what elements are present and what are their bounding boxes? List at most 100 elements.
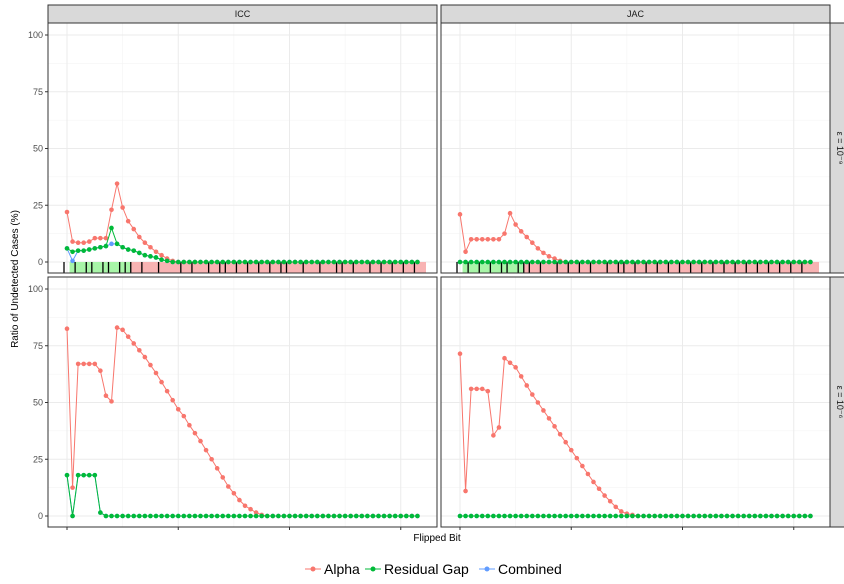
axes-layer: 0 25 50 75 100 0 25 50 75 100: [28, 30, 795, 530]
data-point: [719, 513, 724, 519]
data-point: [159, 513, 164, 519]
data-point: [376, 513, 381, 519]
panel-3: [440, 276, 831, 528]
data-point: [530, 240, 535, 246]
data-point: [474, 259, 479, 265]
data-point: [574, 455, 580, 461]
data-point: [530, 513, 535, 519]
data-point: [181, 513, 187, 519]
data-point: [541, 513, 546, 519]
data-point: [64, 246, 70, 251]
data-point: [326, 513, 331, 519]
data-point: [175, 407, 181, 412]
data-point: [214, 259, 220, 265]
data-point: [552, 424, 557, 429]
legend-label: Combined: [498, 561, 562, 577]
data-point: [120, 327, 125, 333]
data-point: [619, 509, 624, 514]
data-point: [563, 513, 568, 519]
data-point: [524, 383, 530, 388]
data-point: [131, 248, 137, 253]
data-point: [242, 259, 248, 265]
data-point: [797, 259, 802, 265]
data-point: [303, 259, 309, 265]
data-point: [103, 243, 109, 249]
data-point: [164, 388, 170, 394]
data-point: [159, 379, 164, 385]
data-point: [75, 361, 81, 367]
data-point: [652, 513, 657, 519]
data-point: [315, 513, 320, 519]
data-point: [468, 386, 474, 392]
data-point: [359, 513, 365, 519]
data-point: [468, 259, 474, 265]
data-point: [791, 259, 797, 265]
data-point: [70, 513, 75, 519]
data-point: [535, 246, 541, 251]
data-point: [209, 259, 214, 265]
data-point: [259, 513, 264, 519]
data-point: [86, 472, 92, 478]
data-point: [148, 244, 153, 250]
data-point: [64, 326, 70, 332]
data-point: [785, 259, 791, 265]
panel-2: [47, 276, 438, 528]
legend-label: Alpha: [324, 561, 360, 577]
data-point: [535, 400, 541, 405]
data-point: [763, 259, 769, 265]
data-point: [142, 354, 148, 360]
data-point: [292, 259, 298, 265]
panels-layer: [47, 22, 831, 528]
data-point: [746, 259, 752, 265]
data-point: [635, 259, 641, 265]
data-point: [780, 259, 785, 265]
data-point: [81, 240, 86, 246]
data-point: [109, 241, 114, 247]
y-tick-label: 75: [33, 341, 43, 351]
detected-band-green: [69, 262, 131, 273]
data-point: [602, 493, 607, 498]
data-point: [774, 259, 780, 265]
data-point: [752, 513, 758, 519]
data-point: [491, 513, 496, 519]
data-point: [114, 241, 120, 247]
data-point: [808, 259, 813, 265]
y-tick-label: 50: [33, 144, 43, 154]
data-point: [131, 513, 137, 519]
data-point: [159, 257, 164, 263]
data-point: [220, 475, 226, 480]
data-point: [109, 399, 114, 404]
data-point: [220, 259, 226, 265]
data-point: [752, 259, 758, 265]
data-point: [292, 513, 298, 519]
data-point: [287, 513, 292, 519]
data-point: [669, 513, 674, 519]
data-point: [502, 513, 507, 519]
data-point: [513, 259, 518, 265]
data-point: [137, 234, 142, 240]
data-point: [691, 513, 696, 519]
data-point: [120, 205, 125, 210]
data-point: [203, 259, 209, 265]
data-point: [86, 361, 92, 367]
data-point: [546, 254, 552, 259]
data-point: [92, 361, 98, 367]
legend: Alpha Residual Gap Combined: [305, 561, 562, 577]
data-point: [769, 513, 774, 519]
data-point: [259, 259, 264, 265]
data-point: [518, 229, 524, 234]
data-point: [663, 513, 669, 519]
data-point: [137, 250, 142, 256]
data-point: [485, 513, 491, 519]
data-point: [242, 513, 248, 519]
data-point: [474, 386, 479, 392]
data-point: [248, 259, 253, 265]
data-point: [646, 513, 652, 519]
data-point: [619, 259, 624, 265]
data-point: [596, 513, 602, 519]
data-point: [580, 259, 585, 265]
data-point: [404, 513, 409, 519]
data-point: [518, 374, 524, 379]
data-point: [613, 504, 619, 510]
data-point: [337, 513, 342, 519]
